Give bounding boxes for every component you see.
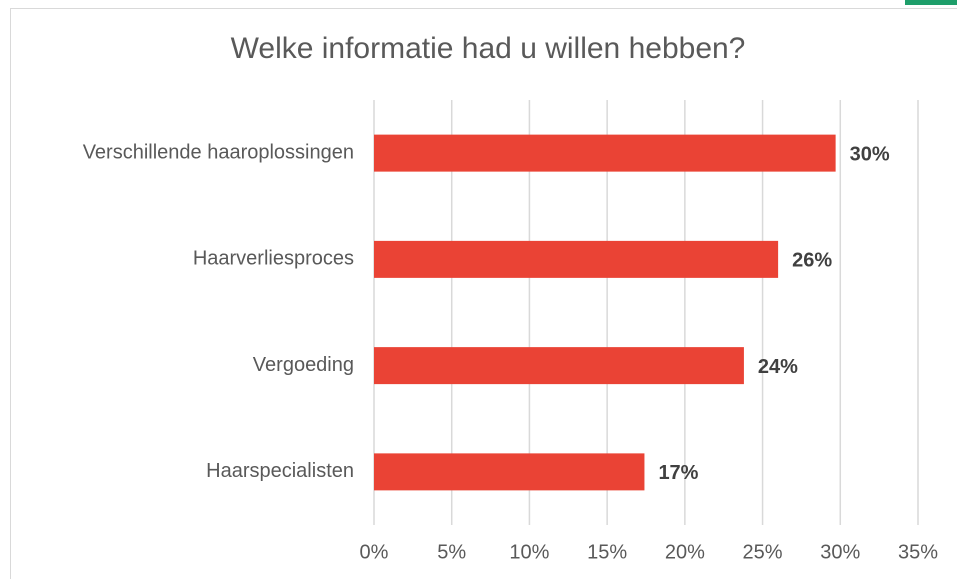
y-tick-label: Verschillende haaroplossingen <box>83 141 354 163</box>
bar <box>374 453 644 490</box>
x-tick-label: 25% <box>743 541 783 563</box>
x-tick-label: 15% <box>587 541 627 563</box>
x-tick-label: 0% <box>360 541 389 563</box>
y-tick-label: Haarspecialisten <box>206 460 354 482</box>
data-label: 26% <box>792 250 832 272</box>
x-tick-label: 10% <box>509 541 549 563</box>
x-tick-label: 35% <box>898 541 938 563</box>
x-tick-label: 20% <box>665 541 705 563</box>
data-label: 24% <box>758 356 798 378</box>
bar <box>374 347 744 384</box>
data-label: 30% <box>850 143 890 165</box>
x-tick-label: 30% <box>820 541 860 563</box>
bar <box>374 241 778 278</box>
corner-accent <box>905 0 957 5</box>
bar <box>374 135 836 172</box>
chart-title: Welke informatie had u willen hebben? <box>231 32 746 65</box>
y-tick-label: Haarverliesproces <box>193 248 354 270</box>
chart-frame <box>11 9 957 580</box>
data-label: 17% <box>658 462 698 484</box>
y-tick-label: Vergoeding <box>253 354 354 376</box>
x-tick-label: 5% <box>437 541 466 563</box>
